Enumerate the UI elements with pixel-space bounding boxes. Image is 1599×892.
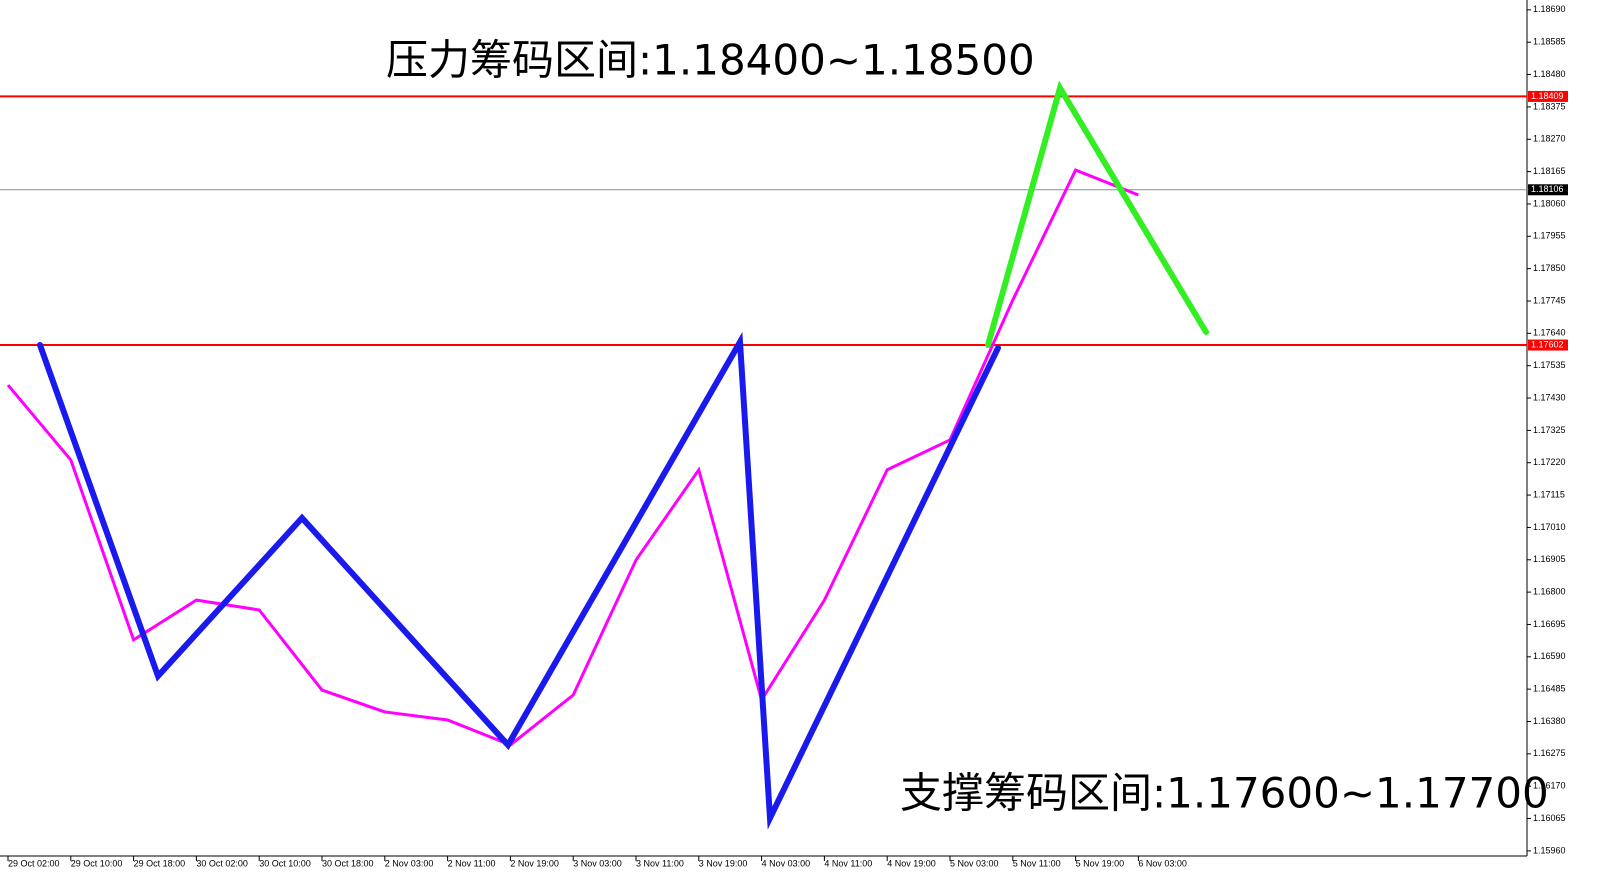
x-tick-label: 5 Nov 11:00 <box>1013 858 1061 868</box>
x-tick-label: 5 Nov 03:00 <box>950 858 999 868</box>
y-tick-label: 1.16275 <box>1533 748 1566 758</box>
x-tick-label: 3 Nov 11:00 <box>636 858 684 868</box>
y-tick-label: 1.17955 <box>1533 231 1566 241</box>
y-tick-label: 1.17325 <box>1533 425 1566 435</box>
x-tick-label: 30 Oct 10:00 <box>259 858 311 868</box>
y-tick-label: 1.17430 <box>1533 392 1566 402</box>
x-tick-label: 2 Nov 11:00 <box>448 858 496 868</box>
y-tick-label: 1.18165 <box>1533 166 1566 176</box>
annotation: 支撑筹码区间:1.17600~1.17700 <box>900 769 1549 818</box>
price-label: 1.18409 <box>1531 91 1564 101</box>
y-tick-label: 1.17535 <box>1533 360 1566 370</box>
price-label-bg <box>1528 339 1568 351</box>
y-tick-label: 1.16800 <box>1533 586 1566 596</box>
x-tick-label: 3 Nov 19:00 <box>699 858 748 868</box>
close-line <box>6 168 1139 747</box>
y-tick-label: 1.16485 <box>1533 684 1566 694</box>
x-tick-label: 29 Oct 18:00 <box>134 858 186 868</box>
y-tick-label: 1.17220 <box>1533 457 1566 467</box>
price-label-bg <box>1528 184 1568 196</box>
x-tick-label: 29 Oct 10:00 <box>71 858 123 868</box>
y-tick-label: 1.16065 <box>1533 813 1566 823</box>
annotation-arrows <box>37 80 1209 830</box>
y-tick-label: 1.16905 <box>1533 554 1566 564</box>
y-tick-label: 1.17010 <box>1533 522 1566 532</box>
x-tick-label: 6 Nov 03:00 <box>1138 858 1187 868</box>
annotation: 压力筹码区间:1.18400~1.18500 <box>386 36 1035 85</box>
y-tick-label: 1.17745 <box>1533 295 1566 305</box>
y-tick-label: 1.16170 <box>1533 781 1566 791</box>
y-tick-label: 1.18690 <box>1533 4 1566 14</box>
x-tick-label: 4 Nov 03:00 <box>762 858 811 868</box>
y-tick-label: 1.17640 <box>1533 328 1566 338</box>
price-label-bg <box>1528 90 1568 102</box>
y-tick-label: 1.16380 <box>1533 716 1566 726</box>
price-label: 1.17602 <box>1531 339 1564 349</box>
y-tick-label: 1.18375 <box>1533 101 1566 111</box>
x-tick-label: 2 Nov 19:00 <box>510 858 559 868</box>
y-tick-label: 1.16695 <box>1533 619 1566 629</box>
x-tick-label: 30 Oct 18:00 <box>322 858 374 868</box>
y-tick-label: 1.18480 <box>1533 69 1566 79</box>
blue-arrow-path <box>37 331 1001 830</box>
price-label: 1.18106 <box>1531 184 1564 194</box>
x-tick-label: 3 Nov 03:00 <box>573 858 622 868</box>
y-tick-label: 1.17115 <box>1533 489 1565 499</box>
x-tick-label: 4 Nov 19:00 <box>887 858 936 868</box>
green-arrow-path <box>985 80 1209 348</box>
y-tick-label: 1.15960 <box>1533 845 1566 855</box>
y-tick-label: 1.18060 <box>1533 198 1566 208</box>
x-tick-label: 2 Nov 03:00 <box>385 858 434 868</box>
x-tick-label: 4 Nov 11:00 <box>824 858 872 868</box>
x-tick-label: 29 Oct 02:00 <box>8 858 60 868</box>
y-tick-label: 1.18270 <box>1533 134 1566 144</box>
y-tick-label: 1.17850 <box>1533 263 1566 273</box>
x-tick-label: 5 Nov 19:00 <box>1076 858 1125 868</box>
y-tick-label: 1.16590 <box>1533 651 1566 661</box>
y-tick-label: 1.18585 <box>1533 37 1566 47</box>
x-tick-label: 30 Oct 02:00 <box>196 858 248 868</box>
